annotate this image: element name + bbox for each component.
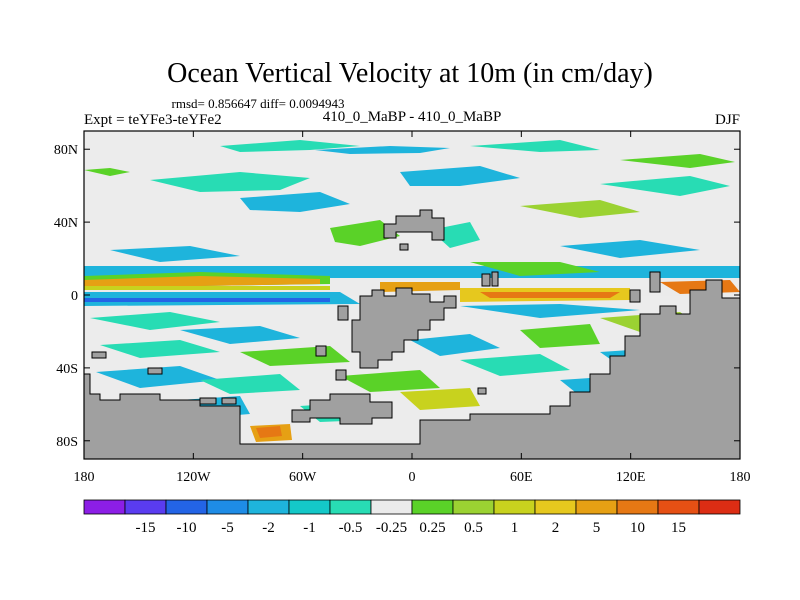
contour-patch: [330, 220, 400, 246]
contour-patch: [180, 326, 300, 344]
colorbar-label: -10: [177, 520, 197, 536]
colorbar-swatch: [452, 499, 495, 515]
colorbar-swatch: [165, 499, 208, 515]
contour-band: [470, 262, 600, 276]
land-polygon: [477, 387, 487, 395]
colorbar-label: 15: [671, 520, 686, 536]
colorbar-label: 0.25: [419, 520, 445, 536]
x-tick-label: 120E: [616, 470, 646, 485]
contour-patch: [220, 140, 360, 152]
colorbar-swatch: [370, 499, 413, 515]
contour-band: [84, 276, 320, 286]
y-tick-label: 80N: [54, 143, 78, 158]
land-polygon: [481, 273, 491, 287]
land-polygon: [315, 345, 327, 357]
colorbar-swatch: [698, 499, 741, 515]
colorbar-swatch: [124, 499, 167, 515]
colorbar-label: -0.5: [339, 520, 363, 536]
colorbar-label: 1: [511, 520, 519, 536]
colorbar-label: 10: [630, 520, 645, 536]
land-polygon: [351, 287, 457, 369]
contour-patch: [470, 140, 600, 152]
colorbar-label: -1: [303, 520, 316, 536]
contour-patch: [460, 354, 570, 376]
land-polygon: [491, 271, 499, 287]
colorbar-label: -5: [221, 520, 234, 536]
colorbar-swatch: [288, 499, 331, 515]
x-tick-label: 180: [74, 470, 95, 485]
colorbar-label: -15: [136, 520, 156, 536]
contour-patch: [400, 388, 480, 410]
colorbar-swatch: [329, 499, 372, 515]
x-tick-label: 120W: [176, 470, 211, 485]
land-masses: [84, 209, 740, 459]
contour-patch: [100, 340, 220, 358]
x-tick-label: 60W: [289, 470, 317, 485]
contour-patch: [200, 374, 300, 394]
contour-band: [84, 298, 330, 302]
land-polygon: [649, 271, 661, 293]
contour-patch: [110, 246, 240, 262]
land-polygon: [84, 279, 740, 459]
contour-patch: [620, 154, 735, 168]
contour-band: [460, 304, 640, 318]
land-polygon: [291, 393, 393, 425]
land-polygon: [199, 397, 217, 405]
colorbar-swatch: [83, 499, 126, 515]
x-tick-label: 0: [409, 470, 416, 485]
land-polygon: [147, 367, 163, 375]
stats-line: rmsd= 0.856647 diff= 0.0094943: [172, 96, 345, 111]
colorbar-swatch: [493, 499, 536, 515]
contour-patch: [410, 334, 500, 356]
x-tick-label: 60E: [510, 470, 533, 485]
colorbar-swatch: [206, 499, 249, 515]
contour-patch: [520, 200, 640, 218]
tick-marks: [83, 131, 741, 459]
y-tick-label: 40N: [54, 216, 78, 231]
colorbar-label: 0.5: [464, 520, 483, 536]
contour-patch: [240, 192, 350, 212]
land-polygon: [383, 209, 445, 241]
contour-patch: [600, 176, 730, 196]
colorbar-label: -2: [262, 520, 275, 536]
center-label: 410_0_MaBP - 410_0_MaBP: [323, 109, 502, 125]
land-polygon: [399, 243, 409, 251]
season-label: DJF: [715, 112, 740, 128]
colorbar-swatch: [247, 499, 290, 515]
y-tick-label: 0: [71, 289, 78, 304]
contour-patch: [90, 312, 220, 330]
colorbar-label: 2: [552, 520, 560, 536]
contour-patch: [520, 324, 600, 348]
contour-patch: [560, 240, 700, 258]
colorbar-swatch: [657, 499, 700, 515]
contour-patch: [150, 172, 310, 192]
land-polygon: [337, 305, 349, 321]
land-polygon: [335, 369, 347, 381]
y-tick-label: 80S: [56, 435, 78, 450]
experiment-label: Expt = teYFe3-teYFe2: [84, 112, 222, 128]
land-polygon: [221, 397, 237, 405]
contour-patch: [340, 370, 440, 392]
contour-band: [480, 292, 620, 298]
colorbar-swatch: [411, 499, 454, 515]
contour-patch: [315, 146, 450, 154]
colorbar-label: -0.25: [376, 520, 407, 536]
colorbar-swatch: [616, 499, 659, 515]
land-polygon: [629, 289, 641, 303]
contour-patch: [96, 366, 220, 388]
colorbar-swatch: [534, 499, 577, 515]
colorbar: -15 -10 -5 -2 -1 -0.5 -0.25 0.25 0.5 1 2 5 10 15: [83, 499, 741, 536]
colorbar-swatch: [575, 499, 618, 515]
map-panel: 180 120W 60W 0 60E 120E 180 80N 40N 0 40S 80S: [54, 130, 751, 485]
contour-patch: [256, 426, 282, 438]
colorbar-label: 5: [593, 520, 601, 536]
land-polygon: [91, 351, 107, 359]
tick-labels: 180 120W 60W 0 60E 120E 180 80N 40N 0 40S 80S: [54, 143, 751, 485]
y-tick-label: 40S: [56, 362, 78, 377]
plot-title: Ocean Vertical Velocity at 10m (in cm/da…: [167, 58, 653, 89]
contour-patch: [400, 166, 520, 186]
x-tick-label: 180: [730, 470, 751, 485]
contour-patch: [84, 168, 130, 176]
